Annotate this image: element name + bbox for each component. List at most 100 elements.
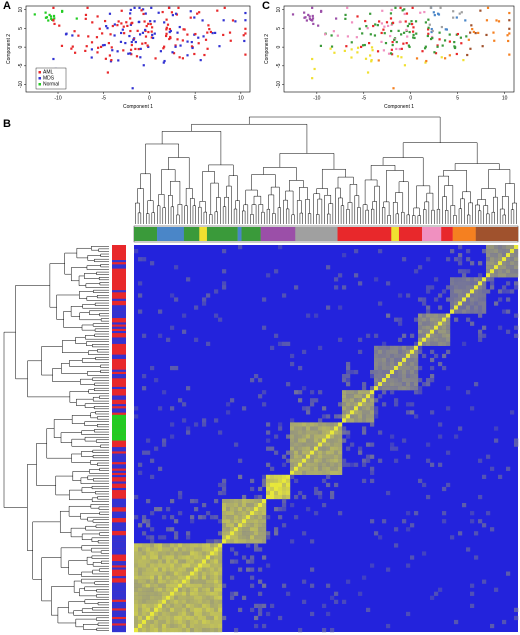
dendrogram-branch <box>468 202 473 224</box>
legend-label-aml: AML <box>43 70 54 76</box>
side-bar-row <box>112 337 126 340</box>
heatmap-cell <box>462 293 467 298</box>
heatmap-cell <box>206 627 211 633</box>
heatmap-cell <box>218 623 223 629</box>
heatmap-cell <box>334 414 339 419</box>
heatmap-cell <box>218 587 223 592</box>
heatmap-cell <box>318 462 323 467</box>
heatmap-cell <box>426 289 431 294</box>
dendrogram-branch <box>406 214 410 224</box>
heatmap-cell <box>510 273 515 278</box>
data-point <box>497 20 501 23</box>
heatmap-cell <box>250 486 255 492</box>
data-point <box>144 12 147 15</box>
heatmap-cell <box>174 567 179 572</box>
heatmap-cell <box>370 470 375 475</box>
heatmap-cell <box>458 261 463 266</box>
heatmap-cell <box>182 607 187 613</box>
dendrogram-branch <box>168 195 173 224</box>
heatmap-cell <box>358 446 363 451</box>
data-point <box>374 23 377 26</box>
heatmap-cell <box>170 293 175 298</box>
heatmap-cell <box>326 305 331 310</box>
heatmap-cell <box>234 527 239 532</box>
heatmap-cell <box>318 426 323 431</box>
heatmap-cell <box>258 507 263 512</box>
side-bar-row <box>112 464 126 467</box>
side-bar-row <box>112 438 126 441</box>
heatmap-cell <box>334 450 339 455</box>
dendrogram-branch <box>168 157 190 189</box>
heatmap-cell <box>458 245 463 250</box>
side-bar-row <box>112 526 126 529</box>
heatmap-cell <box>426 317 431 322</box>
data-point <box>455 33 458 36</box>
heatmap-cell <box>190 547 195 552</box>
dendrogram-branch <box>99 282 109 286</box>
data-point <box>406 24 410 28</box>
heatmap-cell <box>218 615 223 621</box>
heatmap-cell <box>246 511 251 516</box>
heatmap-cell <box>354 394 359 399</box>
data-point <box>145 24 148 28</box>
heatmap-cell <box>450 309 455 314</box>
heatmap-cell <box>326 426 331 431</box>
heatmap-cell <box>134 583 139 588</box>
dendrogram-branch <box>97 496 109 500</box>
heatmap-cell <box>170 571 175 576</box>
heatmap-cell <box>194 603 199 609</box>
heatmap-cell <box>478 305 483 310</box>
dendrogram-branch <box>383 201 390 216</box>
heatmap-cell <box>274 478 279 484</box>
data-point <box>453 45 456 48</box>
heatmap-cell <box>418 478 423 484</box>
heatmap-cell <box>494 587 499 592</box>
heatmap-cell <box>142 623 147 629</box>
dendrogram-branch <box>364 179 378 205</box>
heatmap-cell <box>182 579 187 584</box>
dendrogram-branch <box>444 185 454 206</box>
heatmap-cell <box>286 382 291 387</box>
heatmap-cell <box>422 317 427 322</box>
side-bar-row <box>112 253 126 256</box>
data-point <box>52 6 55 9</box>
heatmap-cell <box>362 575 367 580</box>
dendrogram-branch <box>91 485 109 490</box>
heatmap-cell <box>178 555 183 560</box>
heatmap-cell <box>142 374 147 379</box>
heatmap-cell <box>242 595 247 600</box>
heatmap-cell <box>202 575 207 580</box>
heatmap-cell <box>374 386 379 391</box>
data-point <box>495 19 498 22</box>
data-point <box>150 6 153 9</box>
heatmap-cell <box>218 482 223 488</box>
dendrogram-branch <box>307 213 312 224</box>
heatmap-cell <box>502 273 507 278</box>
heatmap-cell <box>258 539 263 544</box>
heatmap-cell <box>190 607 195 613</box>
heatmap-cell <box>186 563 191 568</box>
data-point <box>162 47 165 50</box>
heatmap-cell <box>278 507 283 512</box>
data-point <box>134 40 137 44</box>
heatmap-cell <box>318 422 323 427</box>
data-point <box>121 28 124 31</box>
heatmap-cell <box>262 297 267 302</box>
heatmap-cell <box>270 490 275 496</box>
dendrogram-branch <box>140 173 151 201</box>
heatmap-cell <box>214 498 219 504</box>
dendrogram-branch <box>92 569 109 575</box>
legend-swatch-aml <box>38 71 41 74</box>
heatmap-cell <box>314 466 319 471</box>
heatmap-cell <box>162 599 167 604</box>
heatmap-cell <box>362 402 367 407</box>
heatmap-cell <box>230 535 235 540</box>
heatmap-cell <box>274 527 279 532</box>
heatmap-cell <box>386 378 391 383</box>
heatmap-cell <box>154 579 159 584</box>
heatmap-cell <box>234 551 239 556</box>
data-point <box>149 22 152 26</box>
panel-label-c: C <box>262 0 270 12</box>
data-point <box>96 51 99 54</box>
data-point <box>356 51 359 54</box>
